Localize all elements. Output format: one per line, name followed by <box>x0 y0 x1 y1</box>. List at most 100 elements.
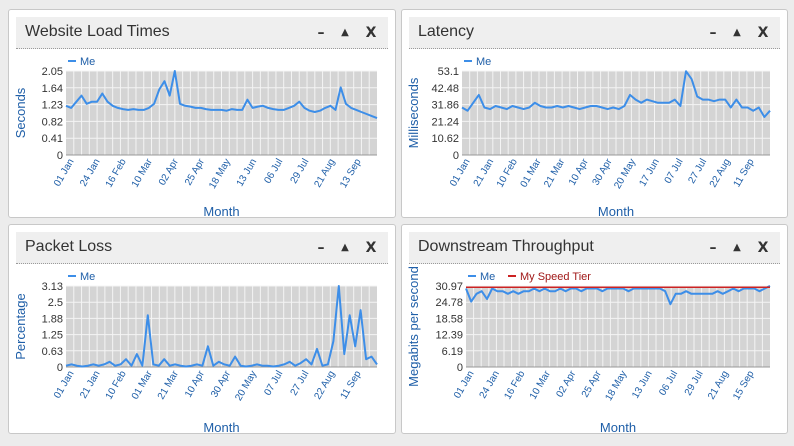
x-tick-label: 16 Feb <box>502 369 527 402</box>
legend-label: Me <box>80 56 95 68</box>
x-axis-title: Month <box>203 420 239 435</box>
close-button[interactable]: X <box>757 240 769 256</box>
y-axis-title: Milliseconds <box>406 77 421 148</box>
x-tick-label: 10 Feb <box>495 157 520 190</box>
x-tick-label: 20 May <box>612 157 638 191</box>
y-tick-label: 10.62 <box>431 133 459 145</box>
x-tick-label: 11 Sep <box>339 369 364 402</box>
x-tick-label: 30 Apr <box>591 156 615 187</box>
x-tick-label: 22 Aug <box>708 157 733 189</box>
y-tick-label: 30.97 <box>435 281 463 293</box>
y-tick-label: 0.82 <box>42 116 63 128</box>
minimize-button[interactable]: – <box>709 25 717 41</box>
x-tick-label: 10 Mar <box>130 156 155 189</box>
y-tick-label: 31.86 <box>431 100 459 112</box>
x-tick-label: 01 Jan <box>448 157 473 189</box>
minimize-button[interactable]: – <box>709 240 717 256</box>
series-line-me <box>465 285 771 306</box>
y-tick-label: 2.05 <box>42 66 63 78</box>
panel-title: Website Load Times <box>25 23 170 40</box>
panel-title: Packet Loss <box>25 238 113 255</box>
x-axis-title: Month <box>203 204 239 219</box>
close-button[interactable]: X <box>365 240 377 256</box>
x-tick-label: 01 Jan <box>52 369 77 401</box>
panel-header: Website Load Times – ▲ X <box>16 17 388 49</box>
series-line-me <box>65 285 378 368</box>
x-tick-label: 21 Jan <box>78 369 103 401</box>
x-tick-label: 17 Jun <box>637 157 662 189</box>
x-tick-label: 13 Jun <box>235 157 260 189</box>
close-button[interactable]: X <box>757 25 769 41</box>
x-tick-label: 27 Jul <box>686 157 709 186</box>
y-tick-label: 1.64 <box>42 83 63 95</box>
y-tick-label: 1.23 <box>42 100 63 112</box>
y-tick-label: 53.1 <box>438 66 459 78</box>
legend-label: Me <box>80 271 95 283</box>
y-tick-label: 3.13 <box>42 281 63 293</box>
x-tick-label: 07 Jul <box>663 157 686 186</box>
panel-latency: Latency – ▲ X 0 10.62 21.24 31.86 42.48 53.1 0… <box>401 9 788 219</box>
legend-label: My Speed Tier <box>520 271 591 283</box>
y-tick-label: 0 <box>57 362 63 374</box>
x-tick-label: 24 Jan <box>478 369 503 401</box>
y-tick-label: 0.41 <box>42 133 63 145</box>
x-tick-label: 10 Apr <box>183 368 207 399</box>
y-tick-label: 1.88 <box>42 313 63 325</box>
maximize-button[interactable]: ▲ <box>733 242 741 253</box>
x-tick-label: 16 Feb <box>104 157 129 190</box>
y-tick-label: 0 <box>57 150 63 162</box>
panel-packet-loss: Packet Loss – ▲ X 0 0.63 1.25 1.88 2.5 3.13 01… <box>8 224 396 435</box>
x-tick-label: 30 Apr <box>209 368 233 399</box>
panel-downstream-throughput: Downstream Throughput – ▲ X 0 6.19 12.39 18… <box>401 224 788 435</box>
x-tick-label: 25 Apr <box>580 368 604 399</box>
panel-header: Packet Loss – ▲ X <box>16 232 388 264</box>
x-tick-label: 22 Aug <box>312 369 337 401</box>
x-axis-title: Month <box>598 204 634 219</box>
x-tick-label: 13 Jun <box>630 369 655 401</box>
x-tick-label: 01 Jan <box>452 369 477 401</box>
y-tick-label: 0.63 <box>42 346 63 358</box>
y-tick-label: 18.58 <box>435 313 463 325</box>
x-tick-label: 25 Apr <box>183 156 207 187</box>
series-line-me <box>461 70 771 118</box>
maximize-button[interactable]: ▲ <box>341 242 349 253</box>
x-tick-label: 10 Apr <box>567 156 591 187</box>
x-tick-label: 10 Mar <box>528 368 553 401</box>
x-tick-label: 20 May <box>233 369 259 403</box>
x-tick-label: 11 Sep <box>732 157 757 190</box>
x-tick-label: 13 Sep <box>338 157 364 190</box>
y-tick-label: 42.48 <box>431 83 459 95</box>
x-tick-label: 21 Aug <box>312 157 337 189</box>
close-button[interactable]: X <box>365 25 377 41</box>
x-tick-label: 21 Mar <box>156 368 181 401</box>
maximize-button[interactable]: ▲ <box>733 27 741 38</box>
x-tick-label: 02 Apr <box>554 368 578 399</box>
y-tick-label: 0 <box>453 150 459 162</box>
minimize-button[interactable]: – <box>317 25 325 41</box>
y-axis-title: Percentage <box>13 293 28 360</box>
y-tick-label: 1.25 <box>42 330 63 342</box>
x-tick-label: 18 May <box>207 157 233 191</box>
y-tick-label: 12.39 <box>435 330 463 342</box>
x-tick-label: 29 Jul <box>683 369 706 398</box>
y-tick-label: 0 <box>457 362 463 374</box>
legend-label: Me <box>480 271 495 283</box>
minimize-button[interactable]: – <box>317 240 325 256</box>
x-tick-label: 02 Apr <box>157 156 181 187</box>
x-tick-label: 21 Aug <box>706 369 731 401</box>
y-tick-label: 24.78 <box>435 297 463 309</box>
y-axis-title: Seconds <box>13 87 28 138</box>
x-tick-label: 06 Jul <box>657 369 680 398</box>
x-tick-label: 21 Mar <box>542 156 567 189</box>
panel-title: Downstream Throughput <box>418 238 594 255</box>
panel-header: Latency – ▲ X <box>409 17 780 49</box>
packet-loss-chart: 0 0.63 1.25 1.88 2.5 3.13 01 Jan 21 Jan 10 Feb 01… <box>13 271 378 435</box>
maximize-button[interactable]: ▲ <box>341 27 349 38</box>
y-tick-label: 6.19 <box>442 346 463 358</box>
legend-label: Me <box>476 56 491 68</box>
y-tick-label: 21.24 <box>431 116 459 128</box>
x-tick-label: 18 May <box>603 369 629 403</box>
panel-header: Downstream Throughput – ▲ X <box>409 232 780 264</box>
